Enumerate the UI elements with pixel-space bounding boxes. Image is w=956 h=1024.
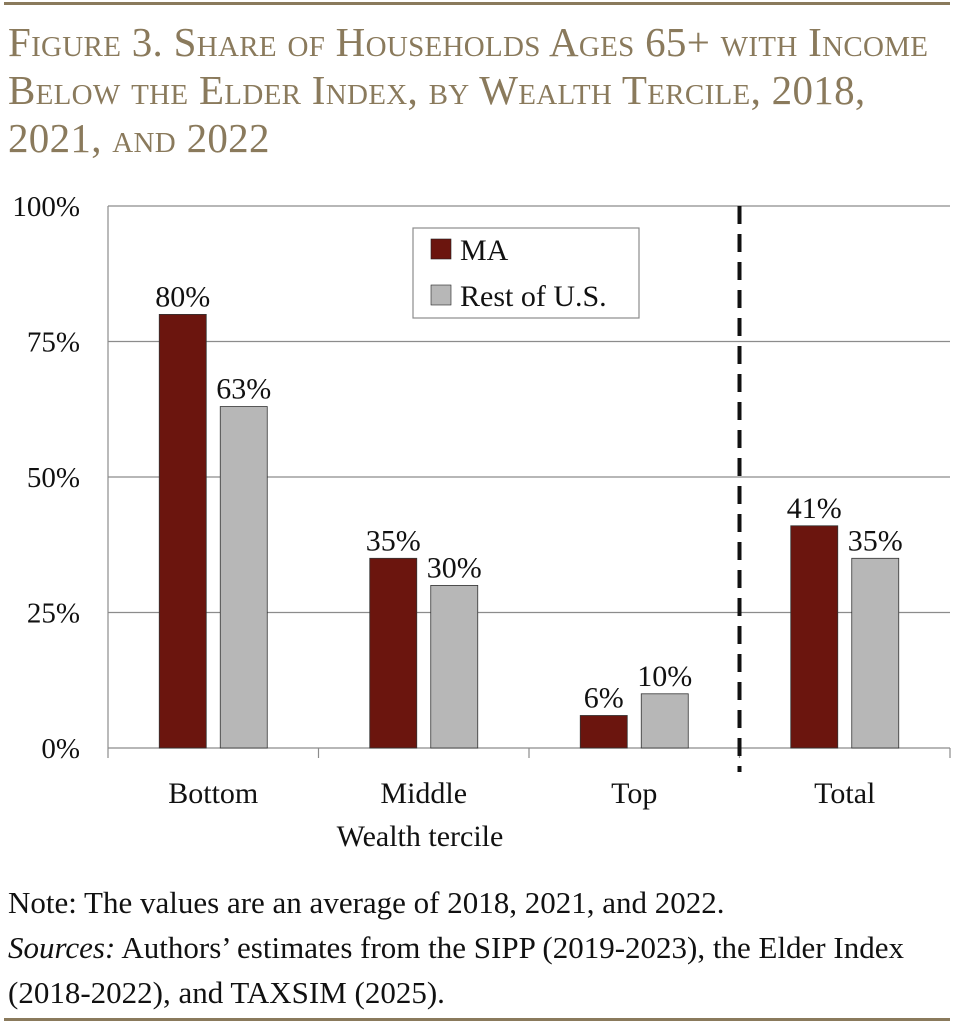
legend-label-rest-of-us: Rest of U.S. xyxy=(460,280,607,313)
bar-rest-of-us-total xyxy=(851,557,900,749)
data-label: 6% xyxy=(584,681,624,714)
sources-text: Sources: Authors’ estimates from the SIP… xyxy=(8,925,948,1015)
data-label: 41% xyxy=(787,492,842,525)
data-label: 63% xyxy=(216,373,271,406)
bars xyxy=(158,313,900,749)
data-labels: 80%63%35%30%6%10%41%35% xyxy=(155,280,903,714)
legend: MA Rest of U.S. xyxy=(412,227,640,319)
x-tick-label-middle: Middle xyxy=(380,777,467,810)
bar-ma-top xyxy=(579,715,628,749)
data-label: 80% xyxy=(155,280,210,313)
y-tick-label: 75% xyxy=(27,327,80,359)
bar-chart: 0% 25% 50% 75% 100% Bottom Middle Top Total 80% 6… xyxy=(12,191,951,853)
note-text: Note: The values are an average of 2018,… xyxy=(8,885,725,920)
x-axis-title: Wealth tercile xyxy=(337,820,504,853)
data-label: 10% xyxy=(637,660,692,693)
bar-rest-of-us-bottom xyxy=(219,406,268,749)
notes: Note: The values are an average of 2018,… xyxy=(8,880,948,1015)
bar-ma-middle xyxy=(369,557,418,749)
y-tick-label: 100% xyxy=(12,191,80,223)
y-tick-label: 25% xyxy=(27,598,80,630)
bar-ma-bottom xyxy=(158,313,207,749)
x-tick-label-total: Total xyxy=(814,777,875,810)
legend-swatch-ma xyxy=(430,238,452,260)
data-label: 30% xyxy=(427,551,482,584)
y-tick-label: 50% xyxy=(27,462,80,494)
legend-label-ma: MA xyxy=(460,234,509,267)
x-tick-label-top: Top xyxy=(611,777,657,810)
bar-rest-of-us-top xyxy=(640,693,689,749)
data-label: 35% xyxy=(848,524,903,557)
sources-body: Authors’ estimates from the SIPP (2019-2… xyxy=(8,930,904,1010)
bar-rest-of-us-middle xyxy=(430,584,479,749)
bottom-rule xyxy=(4,1018,950,1021)
figure-title: Figure 3. Share of Households Ages 65+ w… xyxy=(8,19,929,161)
top-rule xyxy=(4,2,950,5)
y-tick-label: 0% xyxy=(41,733,80,765)
legend-swatch-rest-of-us xyxy=(430,284,452,306)
bar-ma-total xyxy=(790,525,839,749)
x-tick-label-bottom: Bottom xyxy=(168,777,258,810)
axes: 0% 25% 50% 75% 100% Bottom Middle Top Total xyxy=(12,191,951,810)
data-label: 35% xyxy=(366,524,421,557)
sources-label: Sources: xyxy=(8,930,116,965)
